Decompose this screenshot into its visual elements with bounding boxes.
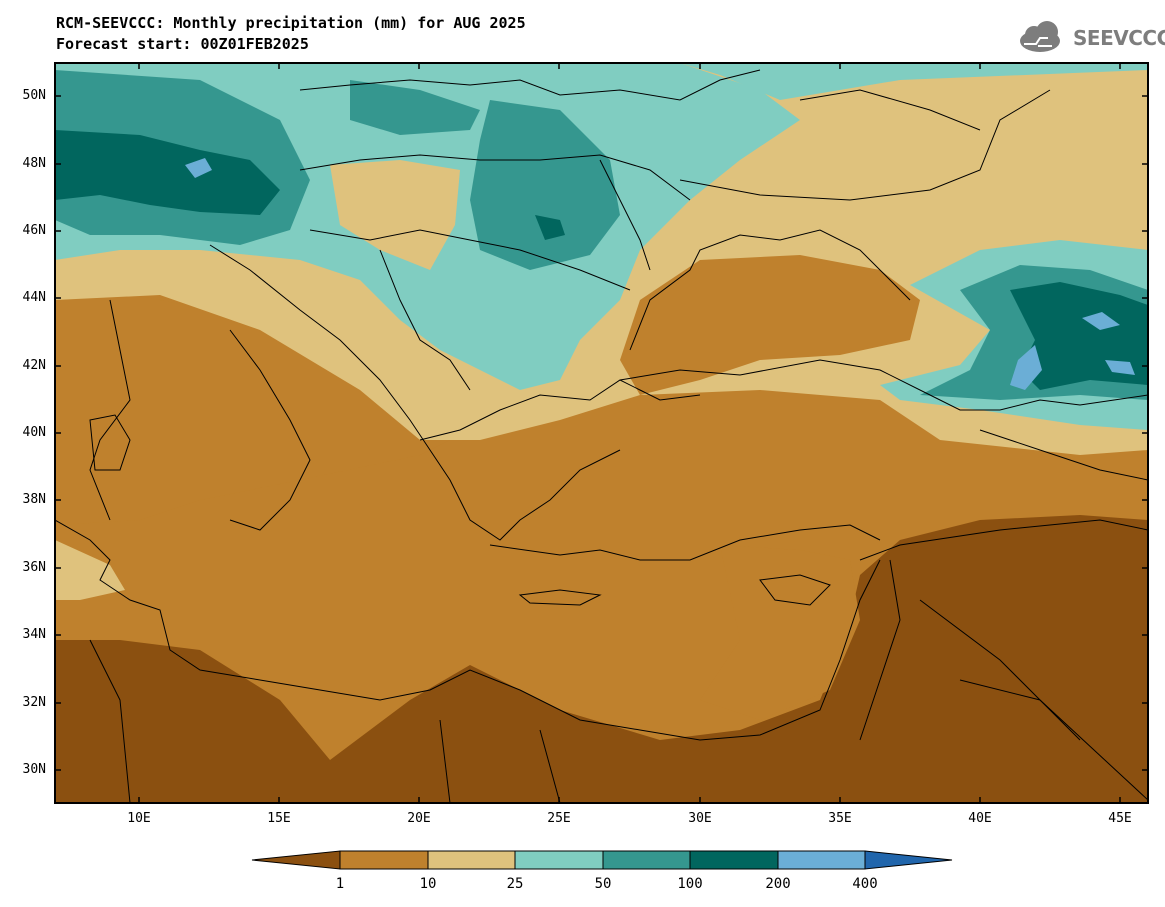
colorbar-bin-200-400 [777, 850, 866, 870]
band-200-400-alps [185, 158, 212, 178]
band-25-50-north [680, 63, 1148, 100]
lon-label: 35E [828, 811, 852, 826]
colorbar-label: 50 [594, 876, 612, 892]
lat-label: 36N [22, 560, 46, 575]
band-100-200-carpathians [535, 215, 565, 240]
colorbar-label: 25 [506, 876, 524, 892]
pannonian-dry [330, 160, 460, 270]
precipitation-field [55, 63, 1148, 803]
band-200-400-caucasus-a [1082, 312, 1120, 330]
lat-label: 32N [22, 695, 46, 710]
colorbar-under-arrow [251, 850, 341, 870]
colorbar-label: 10 [419, 876, 437, 892]
lat-label: 50N [22, 88, 46, 103]
band-200-400-caucasus-c [1105, 360, 1135, 375]
colorbar-bin-1-10 [339, 850, 429, 870]
axis-ticks [55, 63, 1148, 803]
lat-label: 40N [22, 425, 46, 440]
band-200-400-caucasus-b [1010, 345, 1042, 390]
chart-title: RCM-SEEVCCC: Monthly precipitation (mm) … [56, 14, 526, 32]
lon-label: 40E [968, 811, 992, 826]
colorbar-label: 1 [335, 876, 345, 892]
anatolia-dry [620, 255, 920, 395]
lon-label: 10E [127, 811, 151, 826]
lat-label: 38N [22, 492, 46, 507]
band-1-10-west [55, 280, 470, 525]
lat-label: 44N [22, 290, 46, 305]
colorbar-bin-10-25 [427, 850, 516, 870]
lon-label: 25E [547, 811, 571, 826]
colorbar-bin-50-100 [602, 850, 691, 870]
colorbar [251, 850, 953, 870]
band-1-10-levant [700, 545, 860, 720]
coastlines-borders [55, 69, 1148, 803]
lat-label: 46N [22, 223, 46, 238]
lon-label: 20E [407, 811, 431, 826]
colorbar-bin-100-200 [689, 850, 779, 870]
lon-label: 45E [1108, 811, 1132, 826]
lon-label: 15E [267, 811, 291, 826]
lat-label: 48N [22, 156, 46, 171]
colorbar-label: 400 [852, 876, 878, 892]
seevccc-logo: SEEVCCC [1018, 18, 1165, 58]
logo-text: SEEVCCC [1073, 26, 1165, 50]
lat-label: 30N [22, 762, 46, 777]
colorbar-label: 200 [765, 876, 791, 892]
lon-label: 30E [688, 811, 712, 826]
band-50-100-carpathians [470, 100, 620, 270]
lat-label: 34N [22, 627, 46, 642]
cloud-logo-icon [1020, 21, 1060, 52]
colorbar-over-arrow [864, 850, 953, 870]
lat-label: 42N [22, 358, 46, 373]
band-50-100-north [350, 80, 480, 135]
colorbar-label: 100 [677, 876, 703, 892]
band-100-200-alps [55, 130, 280, 215]
colorbar-bin-25-50 [514, 850, 604, 870]
forecast-start-subtitle: Forecast start: 00Z01FEB2025 [56, 35, 309, 53]
